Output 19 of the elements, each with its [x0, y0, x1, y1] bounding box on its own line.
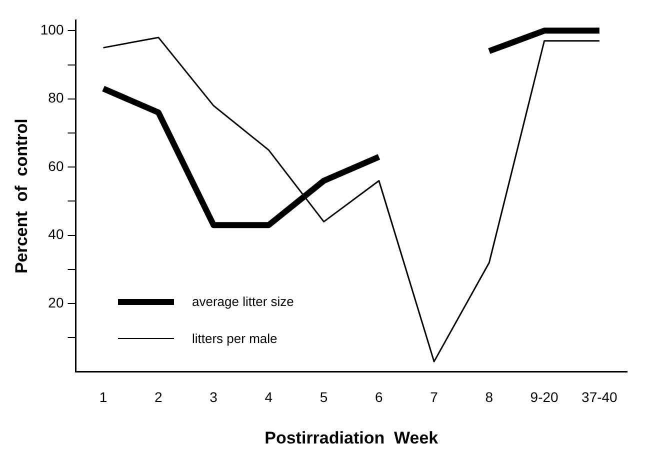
legend-label: average litter size — [192, 294, 294, 309]
y-tick-label: 100 — [40, 21, 64, 38]
x-tick-label: 8 — [485, 389, 494, 406]
y-tick-label: 60 — [48, 158, 64, 174]
x-tick-label: 7 — [430, 389, 438, 406]
x-tick-label: 5 — [320, 389, 328, 406]
x-tick-label: 4 — [264, 389, 273, 406]
x-tick-label: 37-40 — [582, 389, 618, 406]
x-tick-label: 2 — [154, 389, 163, 406]
x-axis-title: Postirradiation Week — [264, 428, 439, 448]
x-tick-label: 3 — [210, 389, 218, 406]
y-axis-title: Percent of control — [12, 118, 31, 274]
x-tick-label: 6 — [375, 389, 384, 406]
legend-label: litters per male — [192, 331, 278, 346]
x-tick-label: 9-20 — [530, 389, 559, 406]
y-tick-label: 40 — [48, 226, 64, 242]
y-tick-label: 20 — [48, 294, 64, 310]
y-tick-label: 80 — [48, 90, 64, 106]
x-tick-label: 1 — [99, 389, 108, 406]
